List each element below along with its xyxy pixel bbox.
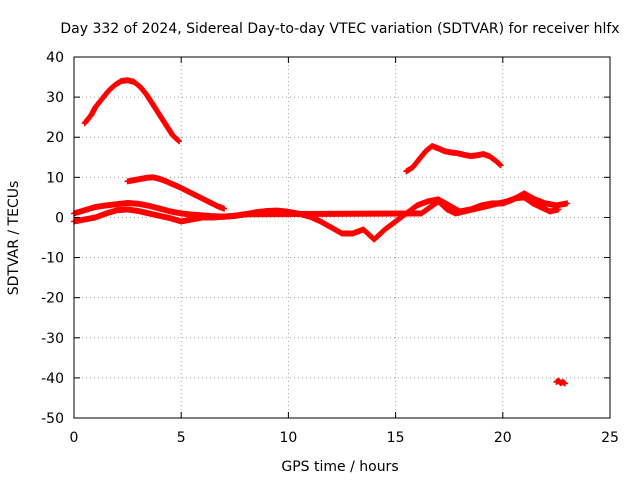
y-tick-label: -40 bbox=[41, 371, 64, 387]
x-tick-label: 15 bbox=[387, 430, 405, 446]
y-axis-label: SDTVAR / TECUs bbox=[6, 181, 22, 296]
data-point-trail bbox=[82, 214, 98, 223]
data-point bbox=[561, 380, 568, 387]
data-point-trail bbox=[372, 227, 387, 242]
data-point bbox=[497, 162, 504, 169]
axis-ticks: 0 5 10 15 20 25 -50 -40 -30 -20 -10 0 10 20 30 40 bbox=[41, 50, 619, 446]
data-points bbox=[71, 77, 571, 387]
y-tick-label: 0 bbox=[55, 210, 64, 226]
data-point-trail bbox=[436, 145, 447, 154]
x-axis-label: GPS time / hours bbox=[281, 459, 398, 475]
data-point-trail bbox=[93, 97, 105, 110]
y-tick-label: -10 bbox=[41, 251, 64, 267]
data-point-trail bbox=[560, 379, 567, 386]
data-point-trail bbox=[82, 204, 98, 213]
y-tick-label: 30 bbox=[46, 90, 64, 106]
data-point-trail bbox=[404, 164, 415, 174]
data-point bbox=[555, 206, 562, 213]
x-tick-label: 25 bbox=[601, 430, 619, 446]
y-tick-label: 40 bbox=[46, 50, 64, 66]
data-point-trail bbox=[350, 226, 366, 237]
y-tick-label: 10 bbox=[46, 170, 64, 186]
y-tick-label: 20 bbox=[46, 130, 64, 146]
data-point-trail bbox=[232, 211, 248, 219]
data-point-trail bbox=[157, 213, 173, 221]
data-point-trail bbox=[170, 133, 182, 144]
data-point-trail bbox=[530, 200, 544, 210]
data-point-trail bbox=[462, 206, 475, 215]
x-tick-label: 10 bbox=[279, 430, 297, 446]
data-point-trail bbox=[112, 78, 124, 88]
data-point-trail bbox=[329, 225, 344, 236]
grid-lines bbox=[74, 57, 610, 418]
x-tick-label: 5 bbox=[177, 430, 186, 446]
plot-frame bbox=[73, 56, 611, 419]
data-point-trail bbox=[196, 194, 207, 203]
data-point-trail bbox=[445, 206, 458, 216]
data-point-trail bbox=[415, 198, 430, 209]
data-point-trail bbox=[150, 103, 163, 118]
data-point bbox=[221, 205, 228, 212]
y-tick-label: -20 bbox=[41, 291, 64, 307]
y-tick-label: -50 bbox=[41, 411, 64, 427]
data-point-trail bbox=[318, 219, 334, 230]
data-point-trail bbox=[163, 123, 175, 138]
x-tick-label: 20 bbox=[494, 430, 512, 446]
data-point bbox=[176, 138, 183, 145]
y-tick-label: -30 bbox=[41, 331, 64, 347]
data-point-trail bbox=[243, 210, 424, 218]
x-tick-label: 0 bbox=[70, 430, 79, 446]
data-point bbox=[564, 200, 571, 207]
chart-title: Day 332 of 2024, Sidereal Day-to-day VTE… bbox=[60, 21, 619, 37]
data-point-trail bbox=[99, 88, 111, 102]
